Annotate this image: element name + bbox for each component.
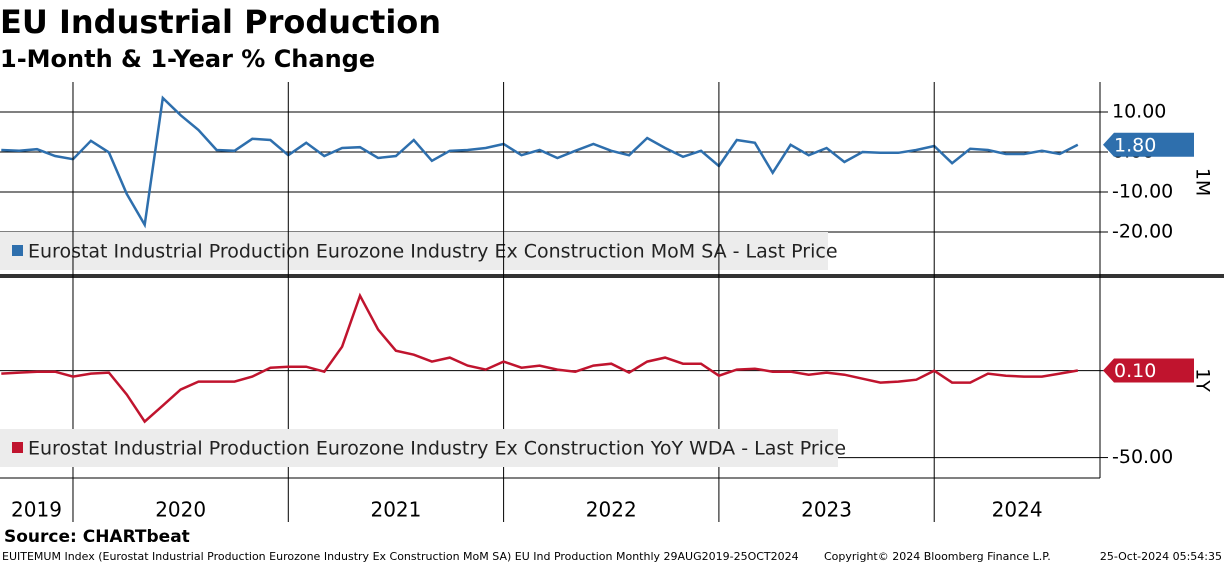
data-line: [1, 95, 1079, 229]
last-value-label: 1.80: [1114, 134, 1156, 156]
x-tick-label: 2020: [155, 498, 206, 522]
y-tick-label: -50.00: [1112, 446, 1173, 468]
x-tick-label: 2019: [11, 498, 62, 522]
x-tick-label: 2023: [801, 498, 852, 522]
y-tick-label: -10.00: [1112, 181, 1173, 203]
panel-label: 1Y: [1192, 368, 1214, 392]
x-tick-label: 2021: [370, 498, 421, 522]
y-tick-label: 10.00: [1112, 101, 1166, 123]
x-tick-label: 2022: [586, 498, 637, 522]
chart-title: EU Industrial Production: [0, 3, 441, 41]
footer-left: EUITEMUM Index (Eurostat Industrial Prod…: [2, 550, 799, 563]
source: Source: CHARTbeat: [4, 527, 190, 547]
legend-label: Eurostat Industrial Production Eurozone …: [28, 241, 838, 263]
last-value-tag: [1103, 358, 1194, 383]
last-value-tag: [1103, 132, 1194, 157]
last-value-label: 0.10: [1114, 360, 1156, 382]
x-tick-label: 2024: [992, 498, 1043, 522]
chart-subtitle: 1-Month & 1-Year % Change: [0, 45, 375, 73]
legend-box: [0, 429, 838, 467]
legend-box: [0, 232, 828, 270]
y-tick-label: -20.00: [1112, 221, 1173, 243]
data-line: [1, 292, 1079, 424]
legend-swatch: [12, 442, 23, 453]
panel-label: 1M: [1192, 168, 1214, 196]
legend-label: Eurostat Industrial Production Eurozone …: [28, 438, 846, 460]
legend-swatch: [12, 245, 23, 256]
footer-center: Copyright© 2024 Bloomberg Finance L.P.: [824, 550, 1051, 563]
footer-right: 25-Oct-2024 05:54:35: [1100, 550, 1222, 563]
